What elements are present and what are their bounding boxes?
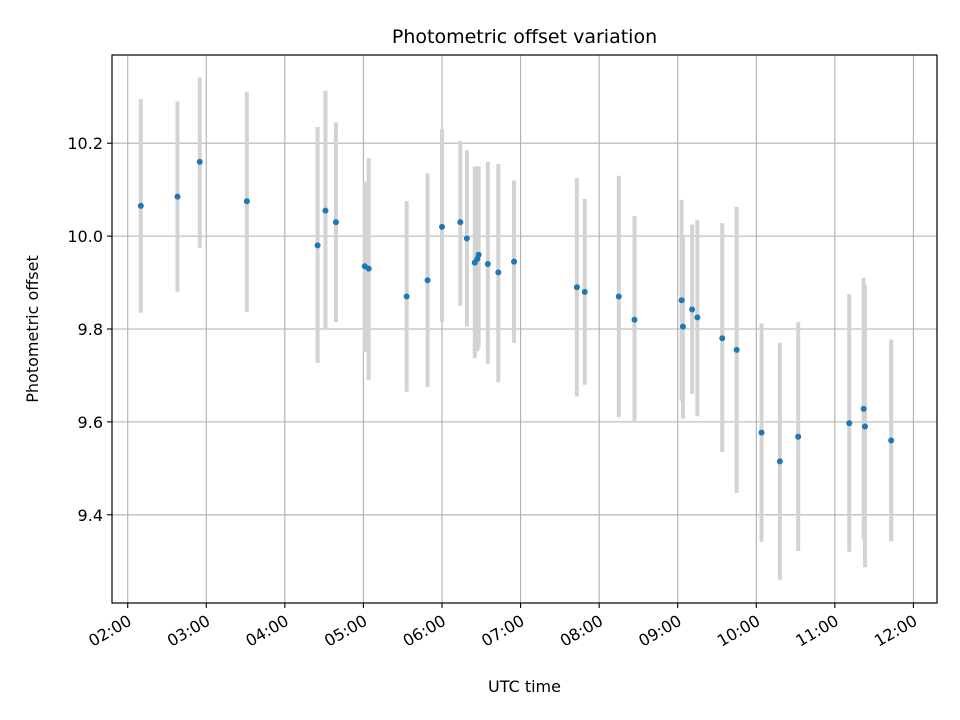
data-point (758, 429, 765, 436)
data-point (322, 207, 329, 214)
data-points (137, 158, 895, 465)
data-point (776, 458, 783, 465)
data-point (137, 202, 144, 209)
data-point (719, 335, 726, 342)
data-point (694, 314, 701, 321)
data-point (581, 288, 588, 295)
y-tick-label: 9.8 (78, 320, 103, 339)
data-point (860, 405, 867, 412)
data-point (679, 323, 686, 330)
data-point (439, 223, 445, 230)
data-point (573, 284, 580, 291)
data-point (457, 219, 464, 226)
y-axis-label: Photometric offset (23, 255, 42, 403)
y-tick-label: 9.4 (78, 506, 103, 525)
data-point (243, 198, 250, 205)
data-point (332, 219, 339, 226)
data-point (475, 251, 482, 258)
data-point (463, 235, 470, 242)
data-point (678, 297, 685, 304)
data-point (365, 265, 372, 272)
data-point (196, 158, 203, 165)
data-point (846, 420, 853, 427)
data-point (495, 269, 502, 276)
data-point (615, 293, 622, 300)
data-point (861, 423, 868, 430)
data-point (174, 193, 181, 200)
y-tick-label: 10.0 (67, 227, 103, 246)
data-point (403, 293, 410, 300)
chart-title: Photometric offset variation (392, 26, 657, 48)
y-axis-ticks: 9.4 9.6 9.8 10.0 10.2 (67, 134, 112, 525)
data-point (795, 433, 802, 440)
data-point (511, 258, 518, 265)
data-point (888, 437, 895, 444)
data-point (631, 316, 638, 323)
data-point (689, 306, 696, 313)
data-point (424, 277, 431, 284)
data-point (314, 242, 321, 249)
data-point (733, 346, 740, 353)
x-axis-label: UTC time (488, 677, 561, 696)
data-point (484, 260, 491, 267)
y-tick-label: 10.2 (67, 134, 103, 153)
y-tick-label: 9.6 (78, 413, 103, 432)
